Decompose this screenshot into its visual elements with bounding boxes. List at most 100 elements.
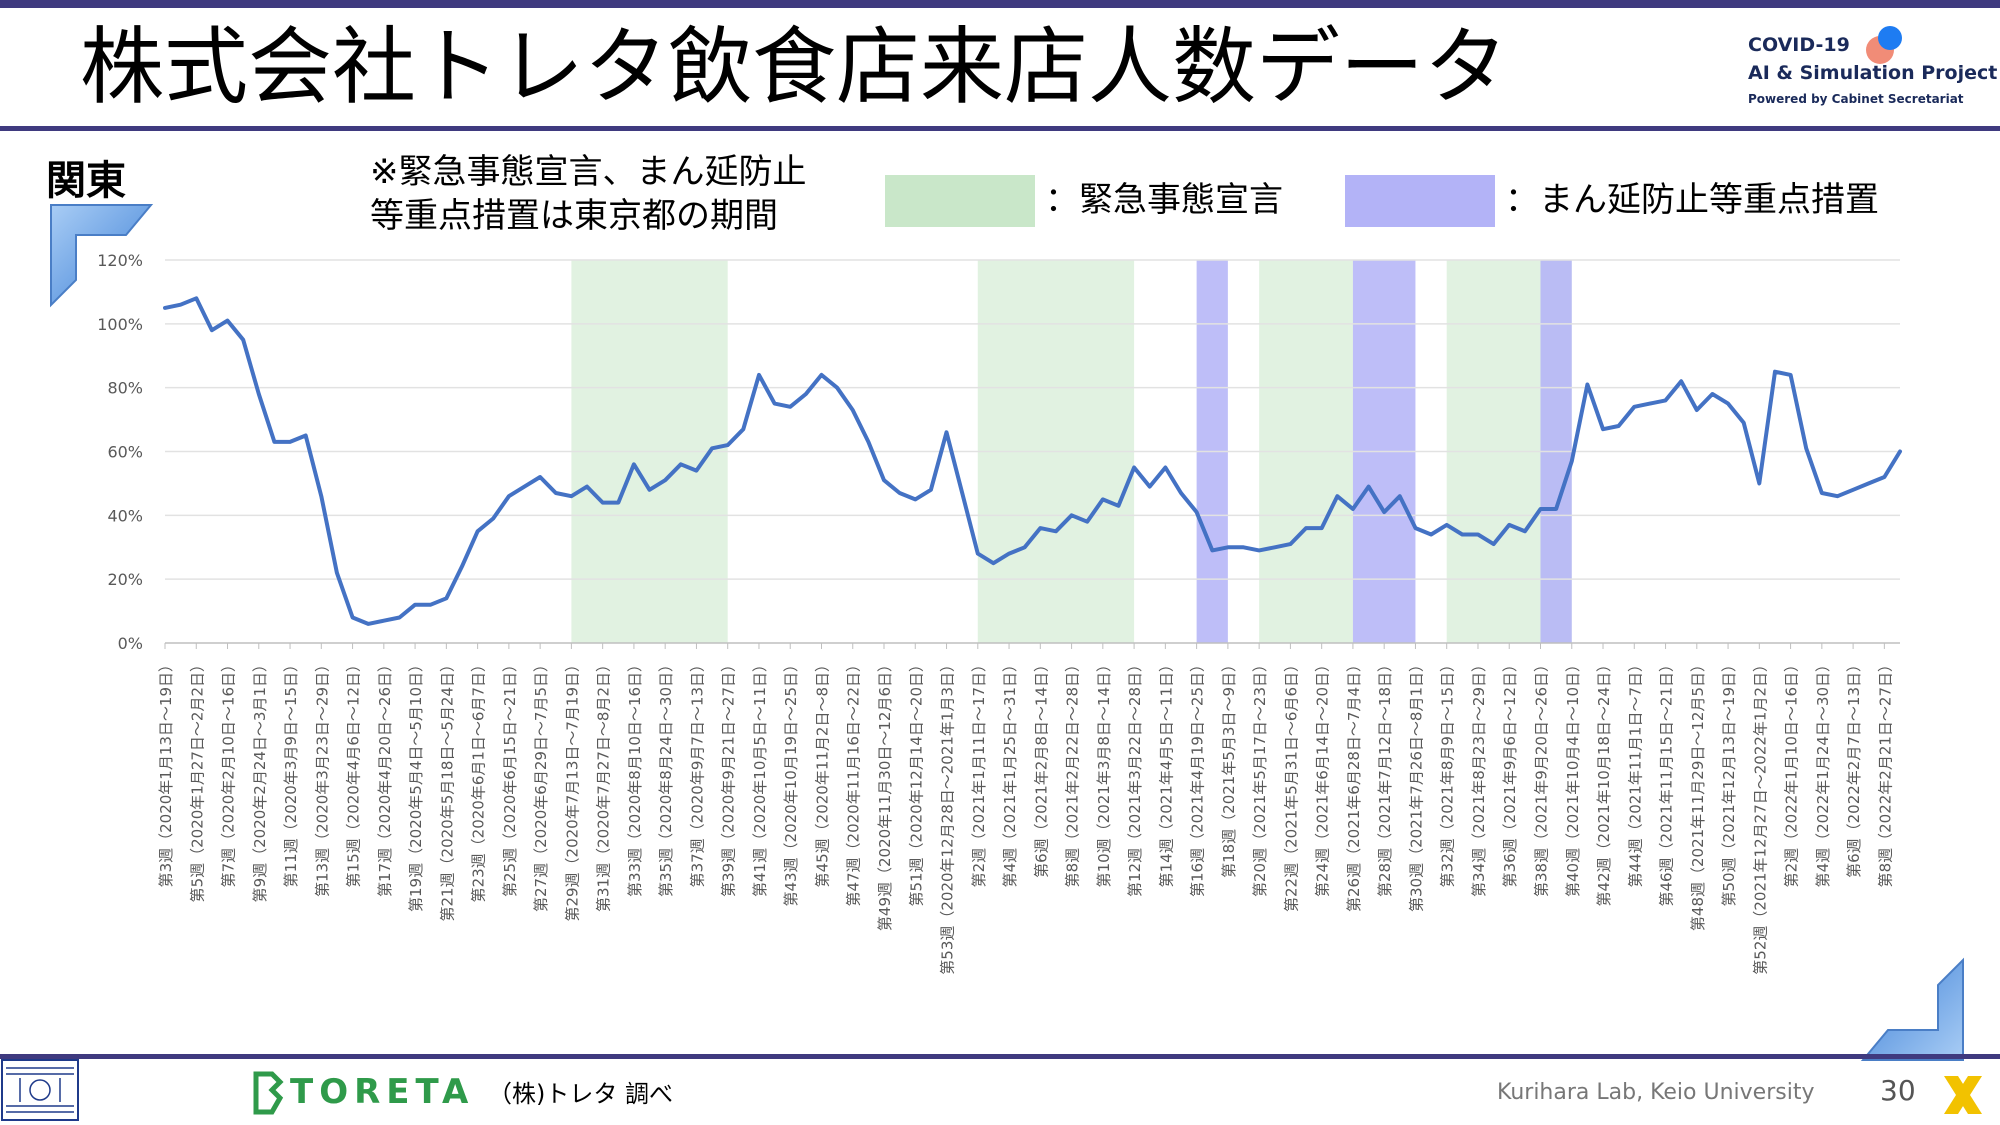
x-tick-label: 第51週（2020年12月14日～20日） — [907, 657, 925, 907]
x-tick-label: 第31週（2020年7月27日～8月2日） — [595, 657, 613, 912]
bottom-rule — [0, 1054, 2000, 1059]
data-point — [272, 440, 276, 444]
x-tick-label: 第52週（2021年12月27日～2022年1月2日） — [1751, 657, 1769, 975]
data-point — [1179, 491, 1183, 495]
data-point — [710, 446, 714, 450]
data-point — [788, 405, 792, 409]
top-rule — [0, 0, 2000, 8]
data-point — [1538, 507, 1542, 511]
data-point — [179, 303, 183, 307]
x-tick-label: 第25週（2020年6月15日～21日） — [501, 657, 519, 897]
data-point — [1695, 408, 1699, 412]
data-point — [741, 427, 745, 431]
x-tick-label: 第6週（2022年2月7日～13日） — [1845, 657, 1863, 878]
university-seal-icon — [1, 1059, 79, 1121]
x-tick-label: 第30週（2021年7月26日～8月1日） — [1407, 657, 1425, 912]
data-point — [913, 497, 917, 501]
data-point — [851, 408, 855, 412]
data-point — [882, 478, 886, 482]
logo-line-3: Powered by Cabinet Secretariat — [1748, 92, 1964, 106]
data-point — [1429, 532, 1433, 536]
data-point — [257, 392, 261, 396]
data-point — [1335, 494, 1339, 498]
x-tick-label: 第18週（2021年5月3日～9日） — [1220, 657, 1238, 878]
data-point — [1867, 481, 1871, 485]
x-tick-label: 第34週（2021年8月23日～29日） — [1470, 657, 1488, 897]
data-point — [1617, 424, 1621, 428]
data-point — [1116, 504, 1120, 508]
data-point — [1038, 526, 1042, 530]
x-tick-label: 第49週（2020年11月30日～12月6日） — [876, 657, 894, 931]
data-point — [351, 615, 355, 619]
data-point — [898, 491, 902, 495]
y-tick-label: 100% — [97, 315, 143, 334]
data-point — [1789, 373, 1793, 377]
legend-priority-swatch — [1345, 175, 1495, 227]
data-point — [1820, 491, 1824, 495]
data-point — [1210, 548, 1214, 552]
data-point — [444, 596, 448, 600]
toreta-mark-icon — [253, 1071, 284, 1115]
data-point — [1460, 532, 1464, 536]
x-tick-label: 第8週（2022年2月21日～27日） — [1876, 657, 1894, 887]
data-point — [1257, 548, 1261, 552]
x-tick-label: 第29週（2020年7月13日～7月19日） — [563, 657, 581, 922]
data-point — [1726, 402, 1730, 406]
data-point — [1163, 465, 1167, 469]
toreta-brand-text: TORETA — [290, 1072, 475, 1112]
data-point — [1835, 494, 1839, 498]
y-tick-label: 120% — [97, 251, 143, 270]
x-tick-label: 第7週（2020年2月10日～16日） — [220, 657, 238, 887]
data-point — [757, 373, 761, 377]
data-point — [1507, 523, 1511, 527]
x-tick-label: 第44週（2021年11月1日～7日） — [1626, 657, 1644, 887]
x-axis-ticks: 第3週（2020年1月13日～19日） 第5週（2020年1月27日～2月2日） 第… — [157, 643, 1894, 975]
data-point — [1242, 545, 1246, 549]
x-tick-label: 第6週（2021年2月8日～14日） — [1032, 657, 1050, 878]
data-point — [1382, 510, 1386, 514]
x-tick-label: 第45週（2020年11月2日～8日） — [813, 657, 831, 887]
x-tick-label: 第4週（2022年1月24日～30日） — [1814, 657, 1832, 887]
data-point — [976, 552, 980, 556]
data-point — [991, 561, 995, 565]
x-tick-label: 第53週（2020年12月28日～2021年1月3日） — [939, 657, 957, 975]
data-point — [304, 434, 308, 438]
data-point — [1398, 494, 1402, 498]
data-point — [1523, 529, 1527, 533]
y-tick-label: 20% — [107, 570, 143, 589]
data-point — [694, 469, 698, 473]
x-tick-label: 第21週（2020年5月18日～5月24日） — [438, 657, 456, 922]
legend-priority-label: ：まん延防止等重点措置 — [1505, 180, 1879, 220]
x-tick-label: 第35週（2020年8月24日～30日） — [657, 657, 675, 897]
data-point — [1492, 542, 1496, 546]
data-point — [1570, 459, 1574, 463]
data-point — [1413, 526, 1417, 530]
data-point — [679, 462, 683, 466]
period-note: ※緊急事態宣言、まん延防止 等重点措置は東京都の期間 — [370, 150, 890, 238]
data-point — [1742, 421, 1746, 425]
x-tick-label: 第38週（2021年9月20日～26日） — [1532, 657, 1550, 897]
x-tick-label: 第32週（2021年8月9日～15日） — [1439, 657, 1457, 887]
x-tick-label: 第4週（2021年1月25日～31日） — [1001, 657, 1019, 887]
data-point — [1070, 513, 1074, 517]
x-tick-label: 第20週（2021年5月17日～23日） — [1251, 657, 1269, 897]
data-point — [945, 430, 949, 434]
data-point — [773, 402, 777, 406]
x-tick-label: 第13週（2020年3月23日～29日） — [313, 657, 331, 897]
data-point — [194, 296, 198, 300]
x-tick-label: 第22週（2021年5月31日～6月6日） — [1282, 657, 1300, 912]
title-rule — [0, 126, 2000, 131]
x-tick-label: 第10週（2021年3月8日～14日） — [1095, 657, 1113, 887]
data-point — [1585, 382, 1589, 386]
data-point — [366, 622, 370, 626]
y-axis-ticks: 0% 20% 40% 60% 80% 100% 120% — [97, 251, 143, 653]
x-tick-label: 第39週（2020年9月21日～27日） — [720, 657, 738, 897]
x-tick-label: 第50週（2021年12月13日～19日） — [1720, 657, 1738, 907]
data-point — [1804, 446, 1808, 450]
data-point — [335, 571, 339, 575]
x-tick-label: 第16週（2021年4月19日～25日） — [1189, 657, 1207, 897]
data-point — [1476, 532, 1480, 536]
data-point — [601, 501, 605, 505]
data-point — [648, 488, 652, 492]
lab-credit: Kurihara Lab, Keio University — [1497, 1080, 1815, 1105]
